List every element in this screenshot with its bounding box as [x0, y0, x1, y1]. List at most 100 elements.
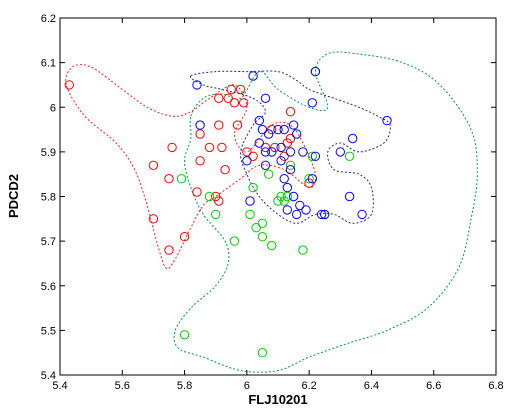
point-blue	[307, 174, 317, 184]
point-blue	[288, 191, 299, 202]
point-red	[167, 142, 177, 153]
y-tick-label: 5.9	[41, 147, 56, 159]
point-blue	[344, 191, 355, 202]
point-red	[242, 147, 252, 157]
point-blue	[316, 209, 327, 220]
y-tick-label: 6.1	[41, 58, 56, 70]
x-axis-ticks: 5.4 5.6 5.8 6 6.2 6.4 6.6 6.8	[52, 18, 504, 392]
point-blue	[276, 142, 286, 153]
point-green	[245, 209, 255, 220]
x-tick-label: 6	[244, 380, 250, 392]
point-green	[304, 174, 314, 184]
contour-contour_red	[65, 64, 317, 270]
x-tick-label: 6.6	[426, 380, 441, 392]
y-tick-label: 5.7	[41, 236, 56, 248]
y-tick-label: 5.4	[41, 370, 56, 382]
point-blue	[301, 205, 311, 215]
point-blue	[260, 147, 271, 157]
point-blue	[285, 165, 296, 175]
point-blue	[267, 147, 277, 157]
point-green	[251, 223, 261, 233]
point-blue	[288, 120, 299, 130]
y-tick-label: 6	[50, 102, 56, 114]
point-blue	[254, 115, 264, 126]
point-green	[211, 209, 221, 220]
point-green	[257, 218, 268, 229]
point-red	[223, 93, 233, 104]
point-blue	[279, 124, 289, 135]
point-red	[164, 174, 174, 184]
point-red	[235, 84, 246, 95]
x-tick-label: 5.6	[115, 380, 130, 392]
point-blue	[357, 209, 367, 220]
point-blue	[335, 147, 345, 157]
point-green	[204, 191, 215, 202]
point-red	[239, 98, 249, 108]
point-red	[217, 142, 227, 153]
x-tick-label: 6.8	[488, 380, 503, 392]
point-green	[229, 236, 240, 246]
x-tick-label: 6.4	[364, 380, 379, 392]
point-blue	[248, 71, 258, 81]
point-green	[257, 348, 268, 358]
point-red	[260, 142, 271, 153]
point-blue	[260, 93, 271, 104]
point-green	[298, 245, 308, 255]
point-blue	[273, 124, 283, 135]
point-blue	[282, 205, 292, 215]
point-green	[179, 330, 190, 340]
y-tick-label: 5.6	[41, 281, 56, 293]
point-green	[176, 174, 187, 184]
point-red	[64, 80, 75, 90]
point-blue	[285, 147, 296, 157]
point-blue	[242, 156, 252, 166]
point-green	[248, 182, 258, 193]
point-blue	[307, 98, 317, 108]
point-red	[148, 214, 159, 224]
point-blue	[282, 182, 292, 193]
point-red	[248, 151, 258, 162]
point-blue	[192, 80, 202, 90]
y-axis-label: PDCD2	[6, 174, 21, 218]
point-blue	[257, 124, 268, 135]
point-blue	[264, 129, 274, 139]
point-red	[220, 165, 230, 175]
point-blue	[292, 209, 302, 220]
contour-contour_blue	[190, 70, 391, 224]
point-red	[179, 232, 190, 242]
point-green	[285, 160, 296, 171]
point-red	[195, 156, 205, 166]
data-points	[64, 66, 392, 358]
y-tick-label: 6.2	[41, 13, 56, 25]
x-tick-label: 6.2	[301, 380, 316, 392]
y-tick-label: 5.8	[41, 192, 56, 204]
point-red	[285, 107, 296, 117]
point-blue	[310, 66, 321, 77]
y-axis-ticks: 5.4 5.5 5.6 5.7 5.8 5.9 6 6.1 6.2	[41, 13, 496, 382]
point-blue	[295, 200, 305, 211]
point-blue	[276, 156, 286, 166]
point-blue	[254, 138, 264, 148]
point-green	[264, 169, 274, 179]
point-green	[257, 232, 268, 242]
point-blue	[245, 196, 255, 206]
point-red	[229, 98, 240, 108]
point-blue	[195, 120, 205, 130]
point-blue	[292, 129, 302, 139]
x-axis-label: FLJ10201	[248, 392, 307, 407]
point-red	[192, 187, 202, 197]
point-blue	[382, 115, 392, 126]
point-red	[214, 93, 224, 104]
point-red	[214, 120, 224, 130]
y-tick-label: 5.5	[41, 325, 56, 337]
x-tick-label: 5.8	[177, 380, 192, 392]
point-red	[214, 196, 224, 206]
point-green	[267, 240, 277, 251]
x-tick-label: 5.4	[52, 380, 67, 392]
point-blue	[348, 133, 358, 144]
point-red	[148, 160, 159, 171]
point-blue	[279, 174, 289, 184]
point-red	[285, 133, 296, 144]
point-red	[195, 129, 205, 139]
point-blue	[260, 160, 271, 171]
